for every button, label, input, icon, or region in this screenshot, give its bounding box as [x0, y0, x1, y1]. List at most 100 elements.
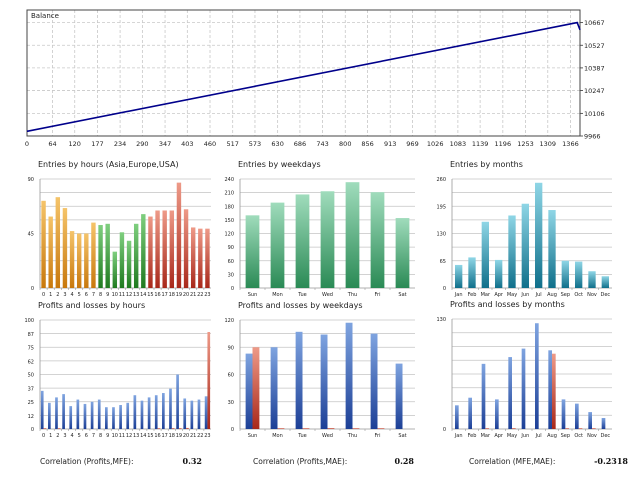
bar: [535, 182, 543, 288]
loss-bar: [578, 428, 583, 429]
bar: [245, 215, 260, 288]
entries-by-hours-chart: Entries by hours (Asia,Europe,USA) 0 45 90 0…: [28, 160, 211, 298]
y-tick-label: 120: [224, 232, 234, 238]
bar: [69, 231, 75, 288]
bar: [495, 259, 503, 288]
x-tick-label: 17: [162, 292, 168, 298]
bar: [105, 223, 110, 288]
profit-bar: [40, 390, 44, 429]
x-tick-label: 10: [112, 433, 118, 439]
x-tick-label: 12: [126, 292, 132, 298]
profit-bar: [55, 397, 58, 429]
y-tick-label: 0: [443, 427, 446, 433]
y-tick-label: 90: [228, 345, 234, 351]
y-tick-label: 0: [443, 286, 446, 292]
x-tick-label: Thu: [347, 433, 357, 439]
x-tick-label: 0: [25, 140, 29, 148]
x-tick-label: 10: [112, 292, 118, 298]
bar: [508, 215, 516, 288]
x-tick-label: 11: [119, 433, 125, 439]
bar: [91, 222, 96, 288]
y-tick-label: 180: [224, 204, 234, 210]
x-tick-label: 1196: [495, 140, 512, 148]
x-tick-label: 0: [42, 292, 45, 298]
x-tick-label: Tue: [297, 292, 307, 298]
y-tick-label: 0: [31, 286, 34, 292]
loss-bar: [277, 428, 285, 429]
x-tick-label: 64: [48, 140, 56, 148]
loss-bar: [327, 428, 335, 429]
x-tick-label: 1: [49, 433, 52, 439]
x-tick-label: 234: [114, 140, 126, 148]
y-tick-label: 195: [436, 204, 446, 210]
profit-bar: [521, 348, 526, 429]
x-tick-label: 7: [92, 292, 95, 298]
x-tick-label: 4: [70, 292, 73, 298]
x-tick-label: Dec: [600, 433, 610, 439]
loss-bar: [512, 428, 516, 429]
x-tick-label: 16: [154, 292, 160, 298]
loss-bar: [252, 347, 260, 429]
profit-bar: [561, 399, 566, 429]
x-tick-label: Tue: [297, 433, 307, 439]
x-tick-label: 856: [361, 140, 373, 148]
x-tick-label: 9: [106, 292, 109, 298]
bar: [48, 216, 53, 288]
x-tick-label: 23: [204, 433, 210, 439]
profit-bar: [105, 407, 108, 429]
x-tick-label: 969: [406, 140, 418, 148]
x-tick-label: 913: [384, 140, 396, 148]
bar: [41, 200, 46, 288]
bar: [455, 264, 463, 288]
x-tick-label: 1: [49, 292, 52, 298]
profit-bar: [69, 406, 73, 429]
correlation-label: Correlation (Profits,MAE):: [253, 457, 348, 466]
bar: [601, 276, 609, 288]
x-tick-label: 517: [226, 140, 238, 148]
x-tick-label: 177: [91, 140, 103, 148]
loss-bar: [57, 428, 61, 429]
x-tick-label: 22: [197, 433, 203, 439]
profit-bar: [147, 397, 151, 429]
x-tick-label: 20: [183, 292, 189, 298]
x-tick-label: Feb: [468, 292, 477, 298]
bar: [162, 210, 167, 288]
entries-by-months-chart: Entries by months 0 65 130 195 260 Jan Feb Mar Ap…: [436, 160, 612, 298]
x-tick-label: Oct: [574, 433, 583, 439]
y-tick-label: 87: [28, 332, 34, 338]
y-tick-label: 90: [228, 245, 234, 251]
y-tick-label: 10106: [584, 110, 605, 118]
x-tick-label: 1139: [472, 140, 489, 148]
x-tick-label: 686: [294, 140, 306, 148]
x-tick-label: 12: [126, 433, 132, 439]
x-tick-label: Jun: [520, 433, 529, 439]
bar: [55, 197, 61, 288]
x-tick-label: 347: [159, 140, 171, 148]
bar: [588, 271, 596, 288]
profit-bar: [320, 334, 328, 429]
correlation-value: 0.32: [182, 456, 202, 466]
chart-title: Entries by hours (Asia,Europe,USA): [38, 160, 179, 169]
loss-bar: [377, 428, 385, 429]
y-tick-label: 9966: [584, 133, 601, 141]
x-tick-label: 2: [56, 292, 59, 298]
x-tick-label: 11: [119, 292, 125, 298]
y-tick-label: 240: [224, 177, 234, 183]
profit-bar: [370, 333, 378, 429]
profit-bar: [183, 398, 187, 429]
x-tick-label: May: [507, 292, 517, 298]
x-tick-label: Mon: [272, 292, 283, 298]
loss-bar: [186, 427, 189, 429]
x-tick-label: 15: [147, 433, 153, 439]
profit-bar: [97, 399, 101, 429]
profit-bar: [395, 363, 403, 429]
bar: [62, 208, 68, 288]
x-tick-label: Nov: [587, 292, 597, 298]
x-tick-label: 13: [133, 433, 139, 439]
y-tick-label: 30: [228, 272, 234, 278]
bar: [148, 216, 153, 288]
entries-by-weekdays-chart: Entries by weekdays 0 30 60 90 120 150 180 210 24…: [224, 160, 415, 298]
y-tick-label: 30: [228, 400, 234, 406]
x-tick-label: 800: [339, 140, 351, 148]
bar: [112, 251, 118, 288]
